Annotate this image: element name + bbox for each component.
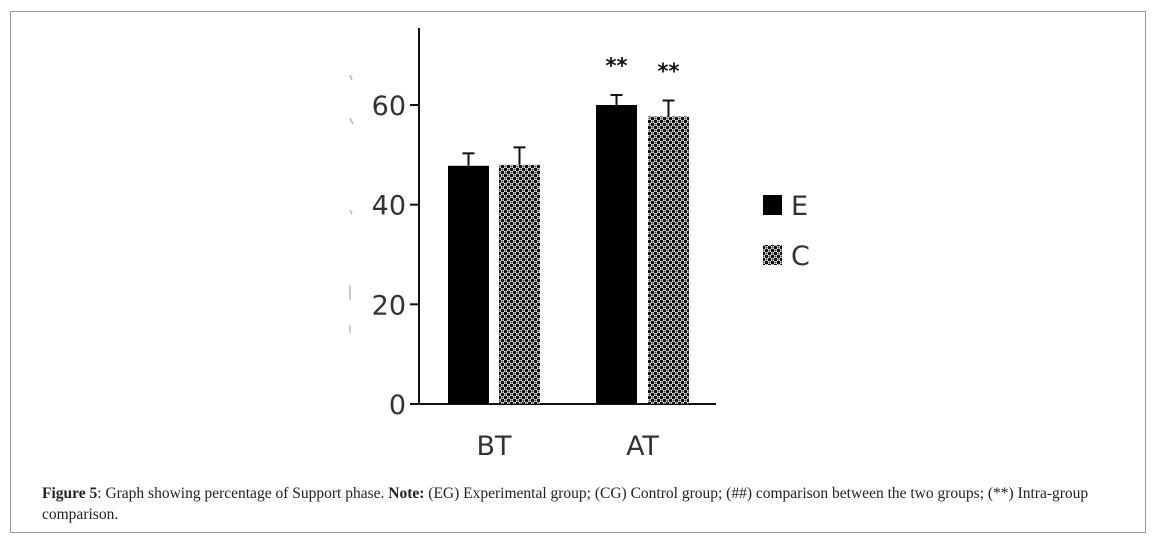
figure-caption: Figure 5: Graph showing percentage of Su… xyxy=(42,483,1142,525)
legend-swatch-E xyxy=(763,195,782,215)
bar-C-BT xyxy=(499,164,540,404)
significance-marker-E-AT: ** xyxy=(606,54,628,78)
plot-area: 0 20 40 60 BT AT ** ** EC xyxy=(372,28,810,462)
figure-label-separator: : xyxy=(97,485,102,502)
bar-chart: 0 20 40 60 BT AT ** ** EC xyxy=(349,28,810,462)
y-tick-label-60: 60 xyxy=(372,91,406,122)
legend-label-E: E xyxy=(791,191,808,222)
significance-marker-C-AT: ** xyxy=(658,60,680,84)
legend-swatch-C xyxy=(763,245,782,265)
figure-description: Graph showing percentage of Support phas… xyxy=(101,485,389,502)
y-tick-label-20: 20 xyxy=(372,290,406,321)
legend-label-C: C xyxy=(791,241,810,272)
bar-E-BT xyxy=(448,165,489,404)
x-tick-label-AT: AT xyxy=(626,431,659,462)
note-text: (EG) Experimental group; (CG) Control gr… xyxy=(42,485,1089,523)
note-label: Note: xyxy=(388,485,425,502)
left-edge-artifacts xyxy=(349,74,354,333)
figure-frame xyxy=(10,11,1146,533)
figure-label: Figure 5 xyxy=(42,485,98,502)
bar-E-AT xyxy=(596,105,637,404)
x-tick-label-BT: BT xyxy=(476,431,512,462)
y-tick-label-40: 40 xyxy=(372,191,406,222)
y-tick-label-0: 0 xyxy=(389,390,406,421)
bar-C-AT xyxy=(648,116,689,404)
